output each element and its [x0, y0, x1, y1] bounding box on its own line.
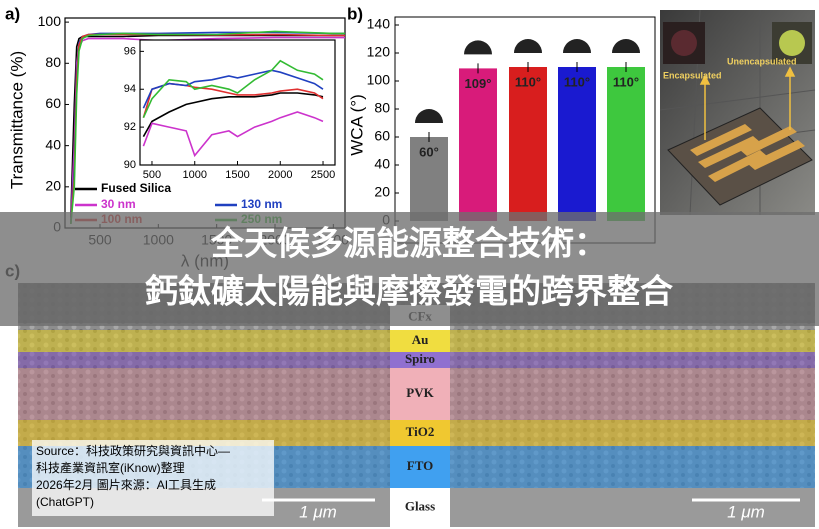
panel-label: a): [5, 4, 20, 23]
bar: [509, 67, 547, 221]
y-tick-label: 100: [367, 72, 391, 88]
y-tick-label: 60: [45, 95, 61, 111]
source-box: [32, 440, 274, 516]
layer-band: [390, 446, 450, 488]
panel-label: b): [347, 4, 363, 23]
layer-band: [390, 488, 450, 527]
bar: [459, 68, 497, 222]
banner-title: 全天候多源能源整合技術：: [210, 225, 607, 262]
y-tick-label: 40: [374, 156, 390, 172]
y-tick-label: 92: [124, 121, 136, 133]
series-line: [142, 69, 324, 109]
source-text: Source：科技政策研究與資訊中心—: [36, 443, 230, 458]
x-tick-label: 1500: [225, 169, 249, 181]
banner-title: 鈣鈦礦太陽能與摩擦發電的跨界整合: [145, 273, 673, 310]
series-line: [142, 111, 324, 158]
y-tick-label: 96: [124, 45, 136, 57]
scale-label: 1 μm: [299, 502, 337, 521]
banner: [0, 212, 819, 326]
value-label: 60°: [419, 144, 439, 159]
scale-label: 1 μm: [727, 502, 765, 521]
source-text: 科技產業資訊室(iKnow)整理: [36, 460, 185, 475]
photo: Encapsulated Unencapsulated: [659, 9, 816, 216]
legend-label: 30 nm: [101, 197, 136, 211]
series-line: [70, 30, 345, 224]
droplet: [514, 39, 542, 53]
y-tick-label: 80: [374, 100, 390, 116]
layer-band: [390, 352, 450, 368]
series-line: [142, 92, 324, 137]
droplet: [612, 39, 640, 53]
value-label: 110°: [613, 74, 639, 89]
y-tick-label: 140: [367, 16, 391, 32]
series-line: [70, 34, 345, 218]
layer-label: Au: [412, 332, 429, 347]
y-tick-label: 80: [45, 54, 61, 70]
layer-band: [390, 368, 450, 420]
photo-label: Encapsulated: [663, 70, 722, 80]
layer-label: Glass: [405, 498, 435, 513]
layer-label: TiO2: [406, 424, 435, 439]
y-tick-label: 60: [374, 128, 390, 144]
y-tick-label: 90: [124, 159, 136, 171]
x-tick-label: 2000: [268, 169, 292, 181]
layer-label: PVK: [406, 385, 434, 400]
droplet: [464, 40, 493, 55]
y-tick-label: 40: [45, 136, 61, 152]
source-text: 2026年2月 圖片來源：AI工具生成: [36, 478, 216, 492]
bar: [410, 137, 448, 221]
y-tick-label: 94: [124, 83, 136, 95]
bar: [607, 67, 645, 221]
x-tick-label: 1000: [182, 169, 206, 181]
series-line: [142, 59, 324, 119]
layer-label: Spiro: [405, 351, 435, 366]
x-tick-label: 500: [143, 169, 161, 181]
source-text: (ChatGPT): [36, 495, 94, 509]
droplet: [563, 39, 591, 53]
value-label: 110°: [564, 74, 590, 89]
y-tick-label: 120: [367, 44, 391, 60]
bar: [558, 67, 596, 221]
droplet: [415, 109, 443, 123]
photo-label: Unencapsulated: [727, 56, 797, 66]
x-tick-label: 2500: [311, 169, 335, 181]
y-axis-label: WCA (°): [347, 94, 366, 156]
value-label: 109°: [465, 76, 492, 91]
value-label: 110°: [515, 74, 541, 89]
y-tick-label: 20: [45, 178, 61, 194]
y-tick-label: 100: [38, 13, 62, 29]
layer-band: [390, 420, 450, 446]
plot-frame: [139, 39, 336, 166]
legend-label: 130 nm: [241, 197, 282, 211]
layer-band: [390, 330, 450, 352]
layer-label: FTO: [407, 458, 434, 473]
y-tick-label: 20: [374, 184, 390, 200]
legend-label: Fused Silica: [101, 181, 171, 195]
y-axis-label: Transmittance (%): [7, 51, 26, 189]
